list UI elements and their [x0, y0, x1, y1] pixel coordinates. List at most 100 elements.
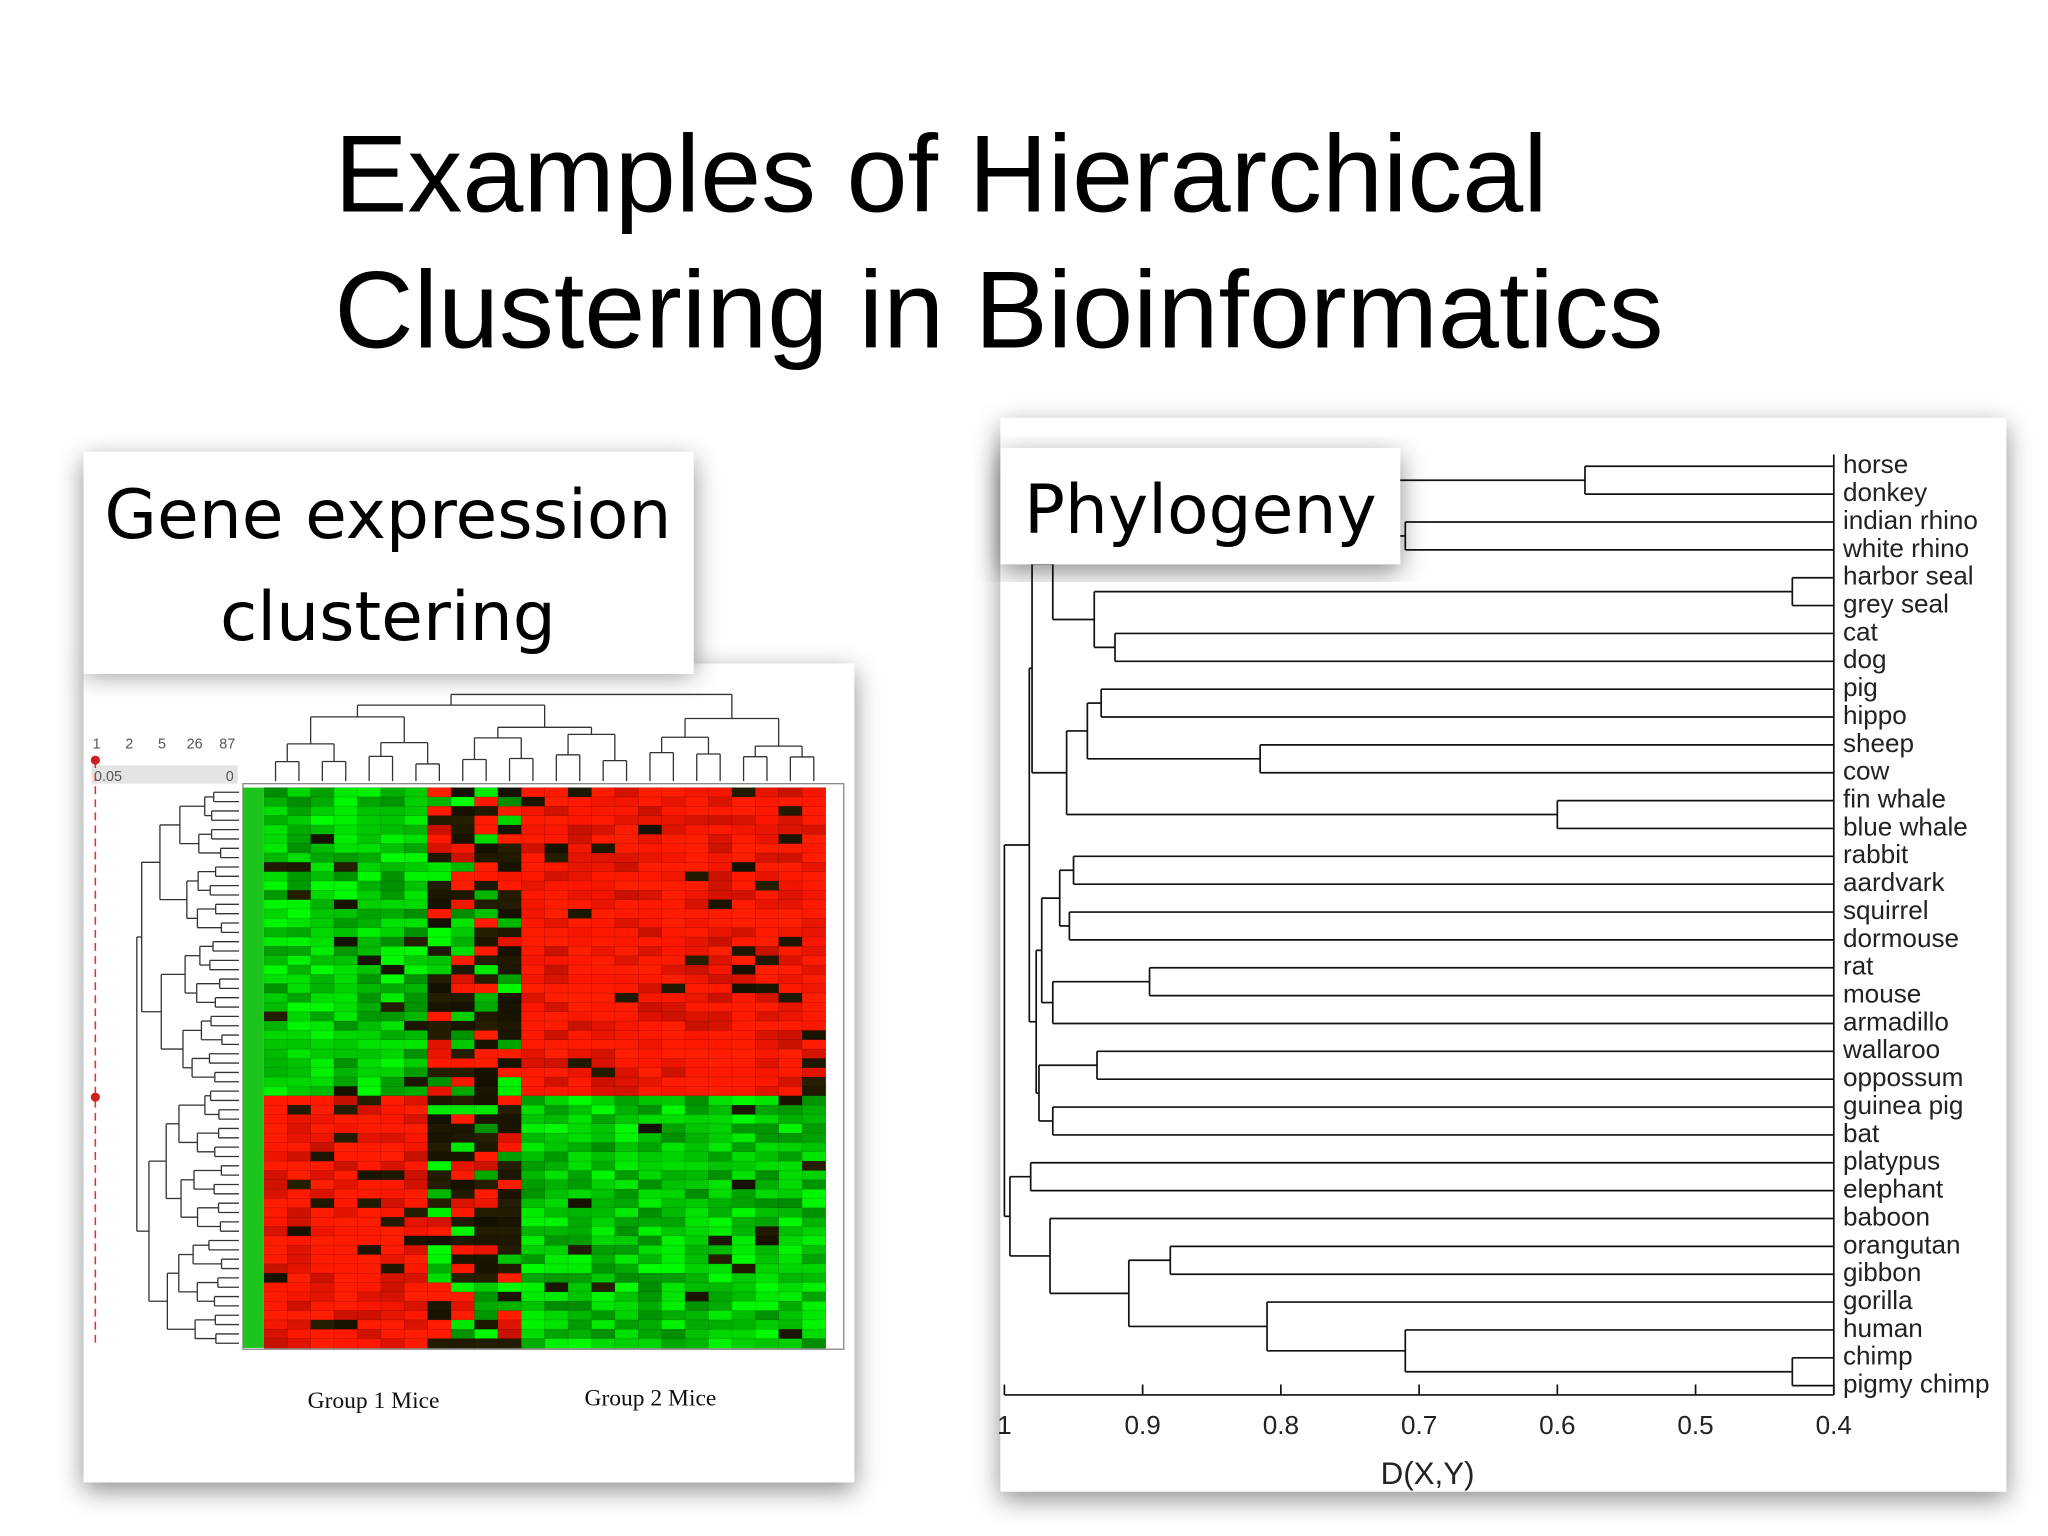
heatmap-cell [708, 992, 733, 1004]
heatmap-cell [778, 815, 803, 826]
heatmap-cell [778, 1244, 803, 1256]
heatmap-cell [661, 1076, 686, 1088]
heatmap-cell [333, 1067, 359, 1078]
heatmap-cell [427, 1151, 452, 1162]
heatmap-cell [474, 1076, 499, 1088]
heatmap-cell [474, 1179, 499, 1190]
heatmap-cell [333, 1142, 359, 1153]
heatmap-cell [778, 1216, 803, 1228]
heatmap-cell [427, 1048, 452, 1060]
heatmap-cell [263, 899, 288, 910]
heatmap-cell [708, 1328, 733, 1340]
leaf-label: gibbon [1843, 1257, 1921, 1287]
heatmap-cell [731, 1263, 756, 1274]
heatmap-cell [614, 1254, 639, 1265]
heatmap-cell [497, 1282, 522, 1293]
heatmap-cell [357, 1207, 382, 1218]
heatmap-cell [427, 1310, 452, 1321]
heatmap-cell [708, 918, 733, 929]
heatmap-cell [661, 974, 686, 985]
heatmap-cell [661, 908, 686, 919]
heatmap-cell [778, 974, 803, 985]
heatmap-cell [731, 824, 756, 835]
heatmap-cell [661, 1282, 686, 1293]
heatmap-cell [591, 1058, 616, 1069]
leaf-label: orangutan [1843, 1229, 1961, 1259]
heatmap-cell [731, 1244, 756, 1256]
heatmap-cell [357, 974, 382, 985]
heatmap-cell [731, 1076, 756, 1088]
heatmap-cell [544, 1114, 569, 1125]
heatmap-cell [403, 936, 429, 948]
heatmap-cell [380, 1058, 405, 1069]
heatmap-cell [614, 1002, 639, 1013]
group-label: Group 2 Mice [585, 1385, 717, 1411]
heatmap-cell [286, 834, 312, 845]
heatmap-cell [684, 824, 710, 835]
heatmap-cell [614, 1076, 639, 1088]
heatmap-cell [591, 1039, 616, 1050]
heatmap-cell [497, 1235, 522, 1246]
heatmap-cell [380, 908, 405, 919]
heatmap-cell [427, 1272, 452, 1284]
heatmap-cell [333, 1207, 359, 1218]
heatmap-cell [731, 1002, 756, 1013]
heatmap-cell [450, 1300, 476, 1312]
leaf-label: pigmy chimp [1843, 1369, 1990, 1399]
heatmap-cell [333, 992, 359, 1004]
heatmap-cell [263, 1030, 288, 1041]
heatmap-cell [427, 927, 452, 938]
heatmap-cell [403, 1030, 429, 1041]
heatmap-cell [310, 1020, 335, 1032]
heatmap-cell [310, 852, 335, 863]
heatmap-cell [263, 1188, 288, 1200]
heatmap-cell [333, 1114, 359, 1125]
heatmap-cell [520, 787, 546, 798]
heatmap-cell [427, 1282, 452, 1293]
scale-label: 26 [187, 736, 203, 752]
heatmap-cell [474, 1244, 499, 1256]
heatmap-cell [520, 1310, 546, 1321]
heatmap-cell [614, 1151, 639, 1162]
heatmap-cell [520, 852, 546, 863]
heatmap-cell [286, 1020, 312, 1032]
heatmap-cell [801, 1291, 827, 1302]
heatmap-cell [333, 843, 359, 854]
heatmap-cell [427, 1226, 452, 1237]
heatmap-cell [591, 1188, 616, 1200]
heatmap-cell [333, 815, 359, 826]
heatmap-cell [333, 1151, 359, 1162]
heatmap-cell [427, 806, 452, 817]
heatmap-cell [380, 974, 405, 985]
heatmap-cell [591, 862, 616, 873]
heatmap-cell [708, 1030, 733, 1041]
heatmap-cell [731, 1142, 756, 1153]
heatmap-cell [474, 834, 499, 845]
heatmap-cell [450, 1263, 476, 1274]
heatmap-cell [497, 1132, 522, 1144]
heatmap-cell [380, 1338, 405, 1349]
heatmap-cell [591, 1310, 616, 1321]
heatmap-cell [567, 862, 593, 873]
heatmap-cell [755, 1058, 780, 1069]
heatmap-cell [286, 1039, 312, 1050]
heatmap-cell [333, 918, 359, 929]
heatmap-cell [731, 1058, 756, 1069]
heatmap-cell [591, 1048, 616, 1060]
heatmap-cell [567, 1123, 593, 1134]
leaf-label: mouse [1843, 979, 1921, 1009]
heatmap-cell [403, 1188, 429, 1200]
heatmap-cell [755, 1328, 780, 1340]
heatmap-cell [403, 983, 429, 994]
heatmap-cell [661, 1030, 686, 1041]
heatmap-cell [497, 1226, 522, 1237]
heatmap-cell [755, 806, 780, 817]
heatmap-cell [380, 1123, 405, 1134]
heatmap-cell [380, 1254, 405, 1265]
heatmap-cell [286, 1104, 312, 1116]
heatmap-cell [544, 787, 569, 798]
heatmap-cell [380, 862, 405, 873]
heatmap-cell [684, 1030, 710, 1041]
heatmap-cell [755, 1104, 780, 1116]
heatmap-cell [778, 852, 803, 863]
